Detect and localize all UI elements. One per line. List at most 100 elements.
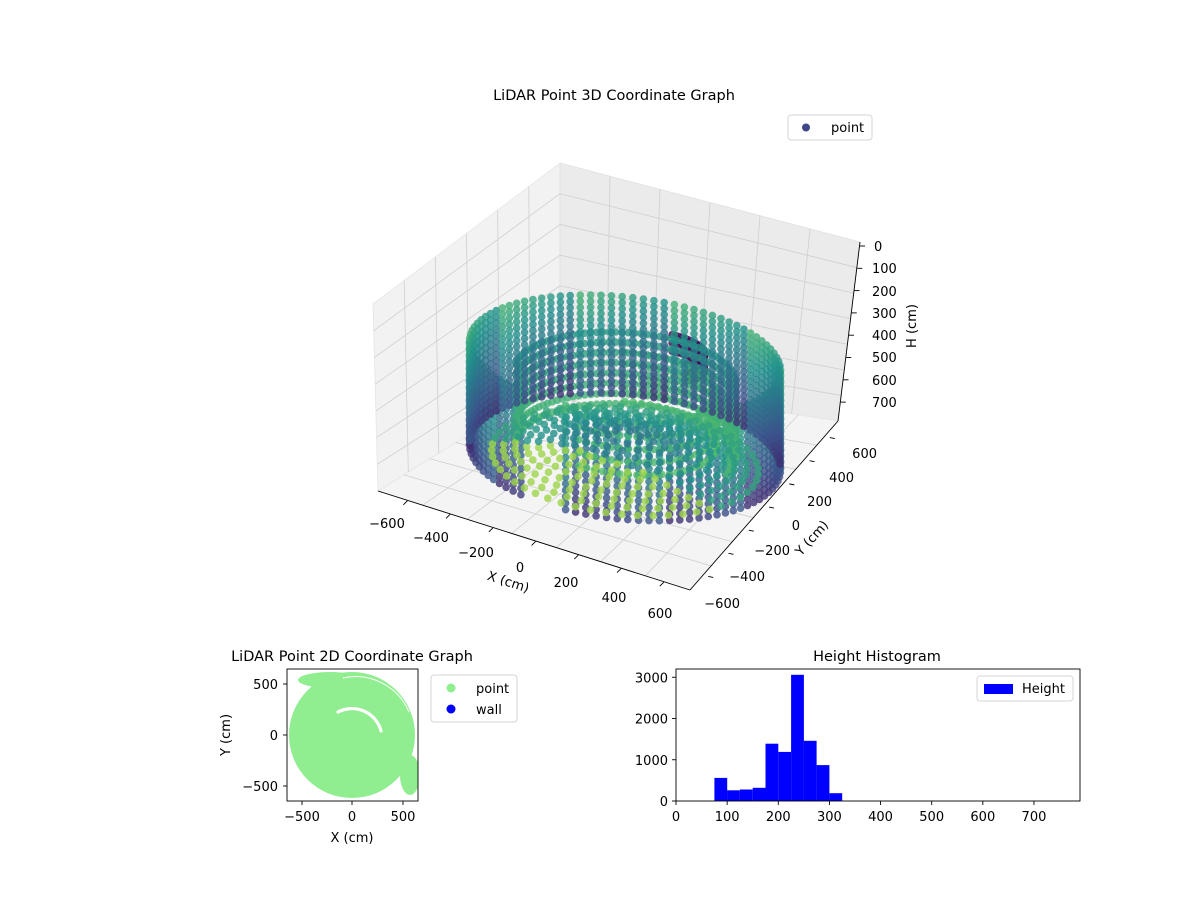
point-3d-marker	[618, 353, 626, 362]
point-3d-marker	[736, 504, 745, 512]
point-3d-marker	[492, 394, 501, 403]
point-3d-marker	[748, 451, 757, 460]
histogram-bars	[714, 674, 843, 801]
point-3d-marker	[597, 346, 605, 355]
point-3d-marker	[529, 339, 537, 347]
point-3d-marker	[675, 460, 684, 468]
point-3d-marker	[674, 424, 683, 433]
point-3d-marker	[576, 334, 585, 342]
histogram-x-tick-label-5: 500	[919, 810, 944, 825]
point-3d-marker	[576, 291, 585, 299]
point-3d-marker	[670, 379, 679, 388]
point-3d-marker	[505, 351, 514, 360]
point-3d-marker	[643, 460, 651, 469]
point-3d-marker	[576, 352, 585, 361]
point-3d-marker	[717, 345, 725, 353]
point-3d-marker	[677, 435, 686, 444]
point-3d-marker	[618, 365, 626, 374]
point-3d-marker	[729, 453, 737, 461]
point-3d-marker	[586, 364, 595, 373]
point-3d-marker	[736, 493, 744, 502]
point-3d-marker	[695, 435, 703, 444]
point-3d-marker	[670, 349, 679, 357]
point-3d-marker	[569, 452, 577, 461]
point-3d-marker	[639, 295, 648, 303]
point-3d-marker	[690, 366, 698, 374]
point-3d-marker	[498, 341, 507, 350]
point-3d-marker	[752, 418, 761, 426]
legend-3d: point	[787, 114, 873, 141]
point-3d-marker	[616, 402, 625, 411]
point-3d-marker	[639, 337, 648, 346]
point-3d-marker	[736, 466, 745, 475]
point-3d-marker	[639, 380, 648, 388]
point-3d-marker	[717, 411, 725, 420]
point-3d-marker	[597, 309, 605, 318]
point-3d-marker	[676, 503, 684, 511]
point-3d-marker	[684, 448, 693, 457]
point-3d-marker	[586, 291, 595, 299]
point-3d-marker	[623, 440, 632, 448]
point-3d-marker	[682, 442, 691, 450]
point-3d-marker	[708, 317, 717, 326]
point-3d-marker	[571, 488, 580, 497]
point-3d-marker	[492, 319, 501, 327]
point-3d-marker	[752, 387, 761, 396]
point-3d-marker	[520, 347, 529, 355]
point-3d-marker	[510, 418, 518, 426]
point-3d-marker	[563, 493, 571, 501]
point-3d-marker	[665, 490, 674, 499]
point-3d-marker	[680, 381, 689, 390]
point-3d-marker	[653, 467, 662, 475]
point-3d-marker	[520, 322, 529, 330]
point-3d-marker	[537, 380, 546, 389]
point-3d-marker	[680, 363, 689, 372]
x-tick-label-neg200: −200	[458, 546, 494, 561]
point-3d-marker	[529, 326, 537, 335]
point-3d-marker	[733, 482, 741, 491]
point-3d-marker	[625, 496, 634, 505]
point-3d-marker	[680, 333, 689, 342]
point-3d-marker	[618, 482, 626, 490]
point-3d-marker	[581, 432, 590, 441]
legend-2d-point-marker	[446, 683, 456, 693]
point-3d-marker	[556, 316, 565, 325]
point-3d-marker	[512, 336, 521, 345]
point-3d-marker	[607, 365, 616, 373]
point-3d-marker	[713, 511, 721, 519]
point-3d-marker	[498, 385, 507, 394]
point-3d-marker	[632, 404, 640, 412]
point-3d-marker	[671, 449, 680, 457]
point-3d-marker	[629, 293, 637, 302]
point-3d-marker	[679, 510, 687, 518]
point-3d-marker	[743, 501, 752, 510]
point-3d-marker	[566, 377, 574, 386]
point-3d-marker	[529, 308, 537, 316]
point-3d-marker	[492, 325, 501, 334]
point-3d-marker	[740, 422, 748, 431]
point-3d-marker	[537, 431, 545, 440]
point-3d-marker	[522, 443, 531, 451]
point-3d-marker	[717, 333, 725, 341]
point-3d-marker	[495, 473, 504, 481]
point-3d-marker	[543, 456, 552, 465]
point-3d-marker	[518, 472, 526, 480]
point-3d-marker	[586, 389, 595, 397]
point-3d-marker	[680, 400, 689, 408]
point-3d-marker	[607, 383, 616, 392]
point-3d-marker	[556, 378, 565, 387]
point-3d-marker	[708, 335, 717, 344]
point-3d-marker	[547, 311, 555, 320]
point-3d-marker	[639, 355, 648, 364]
point-3d-marker	[650, 369, 658, 378]
point-3d-marker	[655, 449, 664, 457]
points-2d-gap-arc	[336, 706, 383, 733]
point-3d-marker	[670, 325, 679, 333]
point-3d-marker	[486, 328, 495, 337]
point-3d-marker	[537, 387, 546, 395]
histogram-bar-6	[791, 674, 804, 801]
point-3d-marker	[502, 411, 510, 420]
point-3d-marker	[702, 441, 710, 450]
point-3d-marker	[754, 470, 762, 479]
point-3d-marker	[498, 360, 507, 369]
